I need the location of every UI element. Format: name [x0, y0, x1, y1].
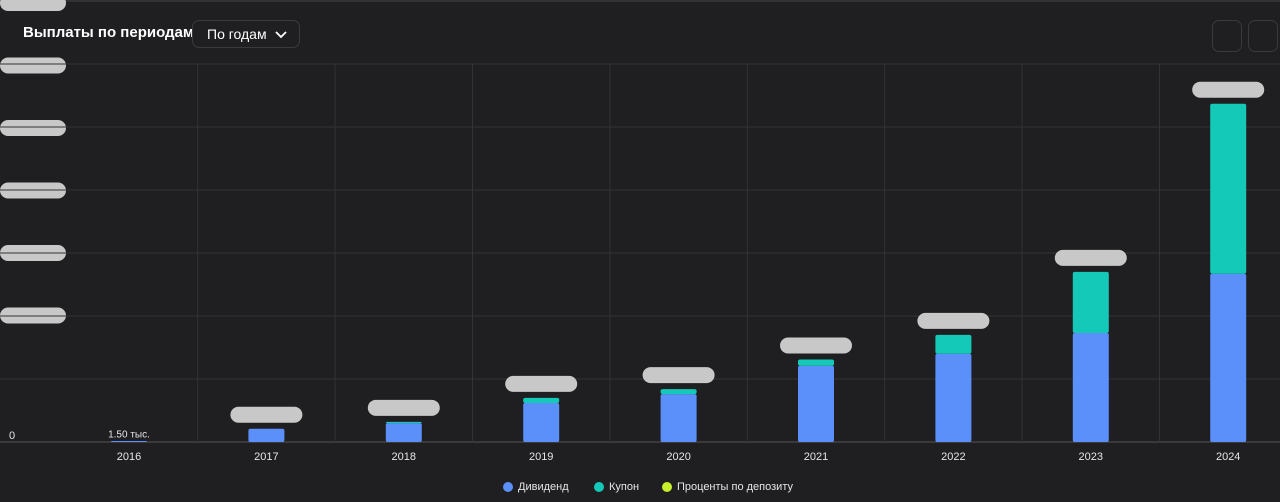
x-tick-label: 2021: [804, 451, 828, 463]
bar-segment: [798, 365, 834, 442]
period-select[interactable]: По годам: [192, 20, 300, 48]
x-tick-label: 2024: [1216, 451, 1240, 463]
legend-label: Дивиденд: [518, 481, 569, 493]
chevron: [275, 31, 287, 39]
x-tick-label: 2016: [117, 451, 141, 463]
header: Выплаты по периодам По годам: [0, 0, 1280, 64]
bar-segment: [1072, 333, 1109, 442]
y-tick-label: 0: [9, 430, 15, 442]
legend-label: Купон: [609, 481, 639, 493]
legend-marker: [662, 482, 672, 492]
value-label-redacted: [505, 375, 578, 392]
bar-segment: [1072, 271, 1109, 334]
x-tick-label: 2022: [941, 451, 965, 463]
bar-segment: [1210, 103, 1247, 274]
x-tick-label: 2020: [666, 451, 690, 463]
y-label-redacted: [0, 0, 66, 11]
save-button[interactable]: [1212, 20, 1242, 52]
bar-segment: [248, 428, 285, 442]
legend-marker: [503, 482, 513, 492]
bar-segment: [798, 359, 834, 366]
y-label-redacted: [0, 120, 66, 136]
bar-segment: [1210, 273, 1247, 442]
bar-segment: [385, 423, 422, 442]
value-label-redacted: [780, 337, 852, 354]
x-tick-label: 2018: [392, 451, 416, 463]
legend-marker: [594, 482, 604, 492]
value-label-redacted: [230, 406, 303, 423]
value-label: 1.50 тыс.: [108, 430, 150, 441]
y-label-redacted: [0, 57, 66, 74]
value-label-redacted: [642, 367, 715, 384]
x-tick-label: 2023: [1079, 451, 1103, 463]
period-label: По годам: [207, 26, 267, 42]
x-tick-label: 2019: [529, 451, 553, 463]
value-label-redacted: [367, 399, 440, 416]
bar-segment: [935, 353, 972, 442]
bar-segment: [111, 441, 147, 442]
bar-segment: [935, 334, 972, 354]
bar-segment: [385, 421, 422, 424]
bar-segment: [660, 394, 697, 442]
x-tick-label: 2017: [254, 451, 278, 463]
title: Выплаты по периодам: [23, 24, 194, 41]
value-label-redacted: [1192, 81, 1265, 98]
value-label-redacted: [1054, 249, 1127, 266]
bar-segment: [523, 397, 560, 403]
legend-label: Проценты по депозиту: [677, 481, 793, 493]
bar-segment: [523, 402, 560, 442]
bar-segment: [660, 389, 697, 395]
copy-button[interactable]: [1248, 20, 1278, 52]
value-label-redacted: [917, 312, 990, 329]
